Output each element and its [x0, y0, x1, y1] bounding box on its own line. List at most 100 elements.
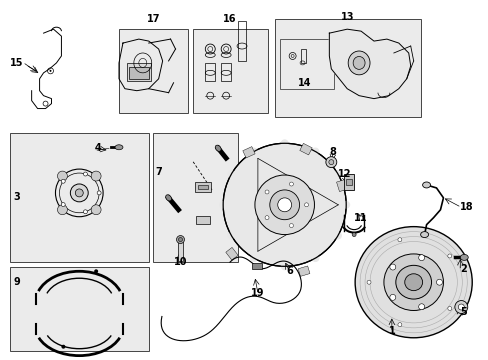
Bar: [177, 242, 183, 261]
Ellipse shape: [447, 306, 451, 310]
Ellipse shape: [165, 195, 171, 201]
Ellipse shape: [454, 301, 467, 314]
Ellipse shape: [61, 179, 65, 183]
Ellipse shape: [311, 254, 319, 262]
Ellipse shape: [97, 191, 101, 195]
Ellipse shape: [227, 170, 235, 178]
Text: 13: 13: [340, 12, 353, 22]
Ellipse shape: [418, 304, 424, 310]
Ellipse shape: [280, 262, 288, 270]
Bar: [205, 63, 215, 81]
Bar: [225, 247, 238, 260]
Ellipse shape: [389, 294, 395, 300]
Ellipse shape: [83, 210, 87, 214]
Ellipse shape: [389, 264, 395, 270]
Text: 12: 12: [337, 169, 350, 179]
Ellipse shape: [61, 345, 65, 349]
Text: 1: 1: [387, 326, 394, 336]
Ellipse shape: [178, 238, 182, 242]
Ellipse shape: [219, 201, 226, 209]
Ellipse shape: [397, 323, 401, 327]
Ellipse shape: [277, 198, 291, 212]
Text: 15: 15: [10, 58, 24, 68]
Text: 17: 17: [147, 14, 160, 24]
Ellipse shape: [58, 171, 67, 181]
Bar: [10, 267, 148, 351]
Bar: [10, 133, 148, 262]
Bar: [198, 185, 208, 189]
Ellipse shape: [115, 145, 122, 150]
Bar: [279, 39, 334, 89]
Ellipse shape: [383, 254, 443, 310]
Bar: [221, 63, 231, 81]
Ellipse shape: [347, 51, 369, 75]
Ellipse shape: [70, 184, 88, 202]
Bar: [251, 264, 262, 269]
Ellipse shape: [289, 224, 293, 228]
Ellipse shape: [395, 265, 431, 299]
Bar: [195, 182, 211, 192]
Ellipse shape: [404, 274, 422, 291]
Bar: [274, 19, 420, 117]
Bar: [119, 29, 188, 113]
Bar: [243, 147, 255, 158]
Ellipse shape: [91, 205, 101, 215]
Ellipse shape: [311, 148, 319, 156]
Bar: [300, 49, 305, 63]
Ellipse shape: [418, 255, 424, 261]
Bar: [152, 133, 238, 262]
Ellipse shape: [333, 170, 341, 178]
Text: 14: 14: [297, 78, 311, 88]
Polygon shape: [328, 29, 410, 99]
Text: 11: 11: [354, 213, 367, 223]
Bar: [129, 67, 148, 79]
Ellipse shape: [366, 280, 370, 284]
Ellipse shape: [249, 148, 257, 156]
Ellipse shape: [264, 190, 268, 194]
Ellipse shape: [397, 238, 401, 242]
Ellipse shape: [351, 233, 355, 237]
Ellipse shape: [269, 190, 299, 220]
Ellipse shape: [289, 182, 293, 186]
Ellipse shape: [91, 171, 101, 181]
Ellipse shape: [447, 254, 451, 258]
Bar: [196, 216, 210, 224]
Ellipse shape: [254, 175, 314, 235]
Ellipse shape: [459, 255, 468, 260]
Text: 9: 9: [14, 277, 20, 287]
Text: 3: 3: [14, 192, 20, 202]
Ellipse shape: [264, 216, 268, 220]
Bar: [193, 29, 267, 113]
Text: 16: 16: [223, 14, 236, 24]
Bar: [336, 180, 346, 192]
Text: 10: 10: [173, 257, 187, 267]
Ellipse shape: [354, 227, 471, 338]
Ellipse shape: [176, 235, 184, 243]
Text: 4: 4: [94, 143, 101, 153]
Ellipse shape: [342, 201, 349, 209]
Text: 18: 18: [459, 202, 473, 212]
Bar: [346, 179, 351, 185]
Text: 5: 5: [459, 307, 466, 317]
Bar: [299, 143, 311, 155]
Ellipse shape: [215, 145, 221, 151]
Ellipse shape: [227, 231, 235, 239]
Ellipse shape: [457, 304, 463, 310]
Ellipse shape: [333, 231, 341, 239]
Ellipse shape: [75, 189, 83, 197]
Text: 6: 6: [285, 266, 292, 276]
Ellipse shape: [223, 143, 346, 266]
Bar: [344, 174, 353, 190]
Ellipse shape: [49, 70, 51, 72]
Ellipse shape: [61, 203, 65, 207]
Ellipse shape: [436, 279, 442, 285]
Text: 19: 19: [251, 288, 264, 298]
Ellipse shape: [280, 139, 288, 147]
Bar: [127, 63, 150, 81]
Ellipse shape: [58, 205, 67, 215]
Bar: [238, 21, 245, 61]
Ellipse shape: [304, 203, 308, 207]
Ellipse shape: [94, 269, 98, 273]
Ellipse shape: [352, 57, 365, 69]
Ellipse shape: [328, 159, 333, 165]
